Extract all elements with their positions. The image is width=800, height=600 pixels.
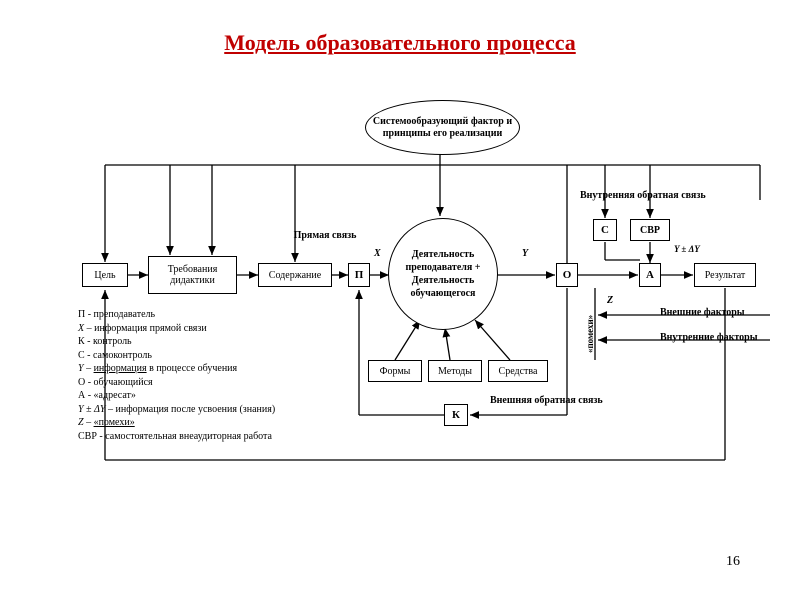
node-result: Результат [694, 263, 756, 287]
label-z: Z [607, 295, 613, 306]
label-external-feedback: Внешняя обратная связь [490, 395, 640, 406]
legend: П - преподаватель X – X – информация пря… [78, 308, 358, 443]
legend-line: О - обучающийся [78, 376, 358, 390]
label-ydy: Y ± ΔY [674, 244, 700, 254]
node-goal: Цель [82, 263, 128, 287]
node-cbp: СВР [630, 219, 670, 241]
node-system-factor: Системообразующий фактор и принципы его … [365, 100, 520, 155]
node-p: П [348, 263, 370, 287]
legend-line: X – X – информация прямой связиинформаци… [78, 322, 358, 336]
label-noise: «помехи» [585, 293, 595, 353]
label-direct-link: Прямая связь [280, 230, 370, 241]
node-c: С [593, 219, 617, 241]
node-didactics: Требования дидактики [148, 256, 237, 294]
node-forms: Формы [368, 360, 422, 382]
label-y: Y [522, 248, 528, 259]
label-internal-factors: Внутренние факторы [660, 332, 790, 343]
label-internal-feedback: Внутренняя обратная связь [580, 190, 760, 201]
label-x: X [374, 248, 381, 259]
node-k: К [444, 404, 468, 426]
legend-line: Y – информация в процессе обучения [78, 362, 358, 376]
page-number: 16 [726, 554, 740, 570]
legend-line: С - самоконтроль [78, 349, 358, 363]
legend-line: Z – «помехи» [78, 416, 358, 430]
legend-line: П - преподаватель [78, 308, 358, 322]
node-a: А [639, 263, 661, 287]
legend-line: К - контроль [78, 335, 358, 349]
legend-line: Y ± ΔY – информация после усвоения (знан… [78, 403, 358, 417]
node-content: Содержание [258, 263, 332, 287]
legend-line: СВР - самостоятельная внеаудиторная рабо… [78, 430, 358, 444]
node-methods: Методы [428, 360, 482, 382]
node-means: Средства [488, 360, 548, 382]
node-o: О [556, 263, 578, 287]
legend-line: А - «адресат» [78, 389, 358, 403]
label-external-factors: Внешние факторы [660, 307, 780, 318]
node-activity: Деятельность преподавателя + Деятельност… [388, 218, 498, 330]
